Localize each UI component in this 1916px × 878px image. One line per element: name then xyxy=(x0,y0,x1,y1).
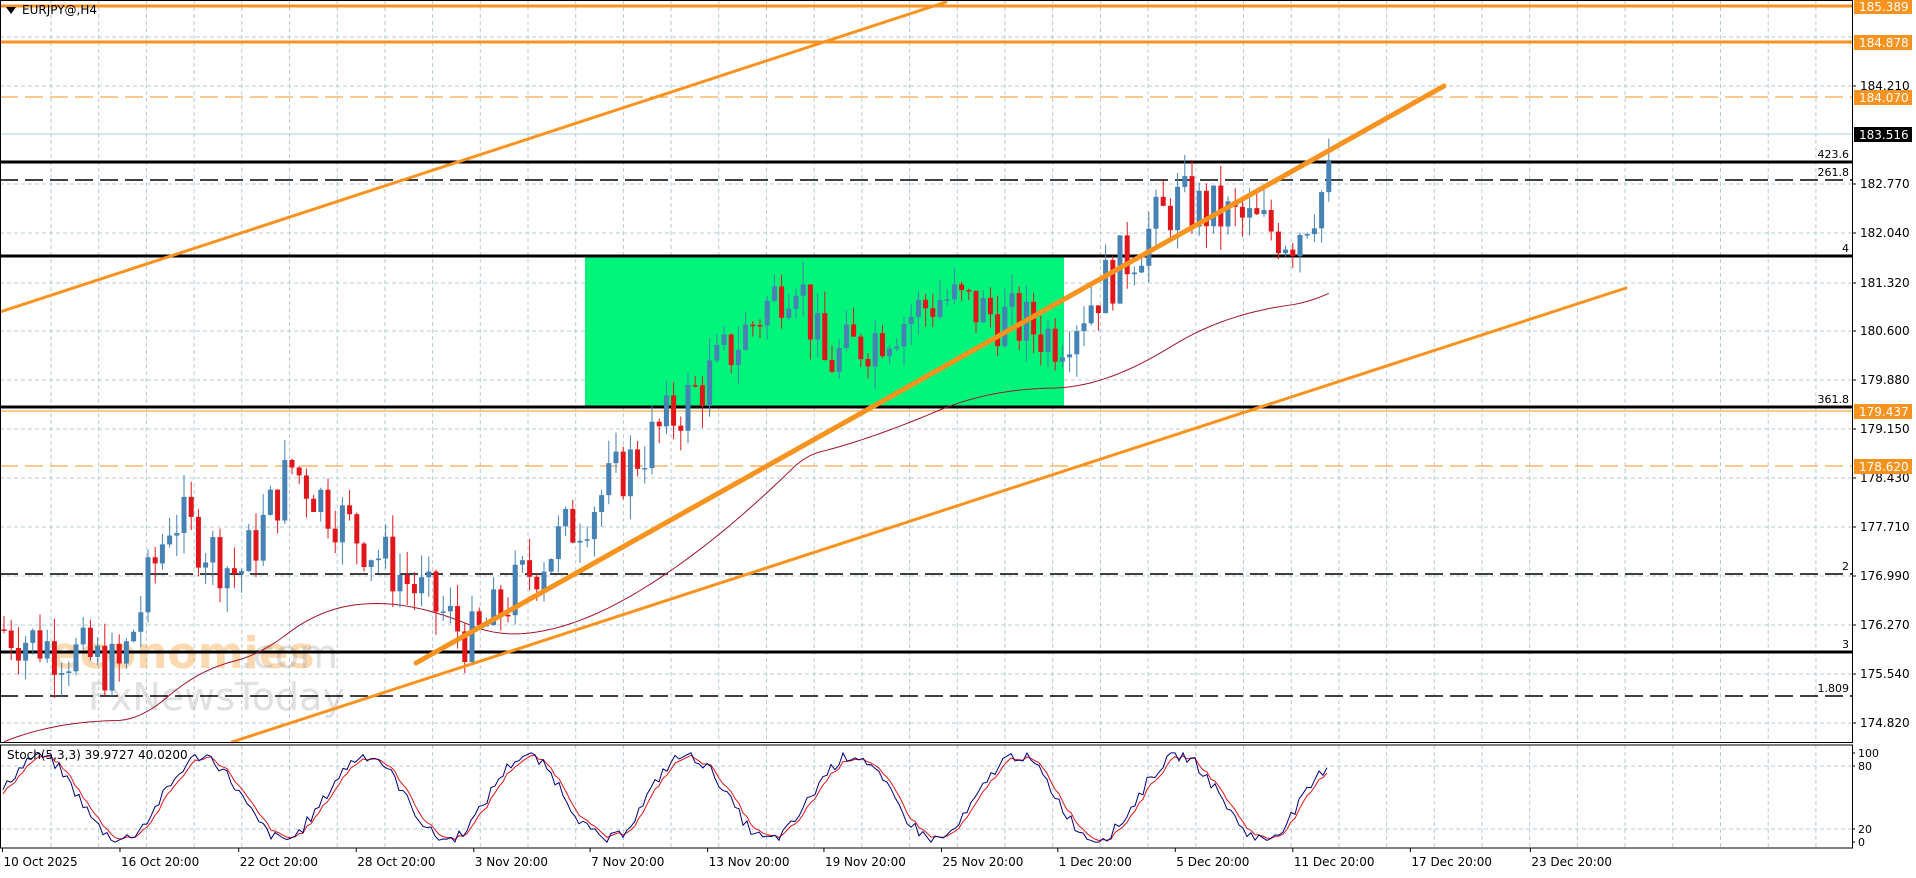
price-tag-label: 179.437 xyxy=(1859,405,1909,419)
level-label: 261.8 xyxy=(1818,166,1850,179)
time-tick: 11 Dec 20:00 xyxy=(1294,855,1375,869)
time-tick: 23 Dec 20:00 xyxy=(1531,855,1612,869)
grid xyxy=(0,0,1852,848)
level-label: 2 xyxy=(1842,560,1849,573)
price-tag xyxy=(1854,35,1912,50)
price-tick: 179.150 xyxy=(1860,422,1910,436)
price-tick: 176.990 xyxy=(1860,569,1910,583)
price-tag-label: 178.620 xyxy=(1859,460,1909,474)
price-tag-label: 184.070 xyxy=(1859,91,1909,105)
price-tag xyxy=(1854,0,1912,14)
svg-text:FxNewsToday: FxNewsToday xyxy=(88,675,345,719)
lower-channel-line[interactable] xyxy=(230,286,1628,744)
time-tick: 3 Nov 20:00 xyxy=(475,855,548,869)
moving-average xyxy=(3,292,1329,743)
price-tag xyxy=(1854,127,1912,142)
price-tick: 177.710 xyxy=(1860,520,1910,534)
price-tick: 175.540 xyxy=(1860,667,1910,681)
time-tick: 7 Nov 20:00 xyxy=(591,855,664,869)
price-tick: 181.320 xyxy=(1860,276,1910,290)
time-axis[interactable]: 10 Oct 2025 16 Oct 20:00 22 Oct 20:00 28 Oc… xyxy=(1,848,1612,869)
stoch-level: 80 xyxy=(1858,760,1872,773)
price-tag-label: 185.389 xyxy=(1859,0,1909,14)
symbol-label[interactable]: EURJPY@,H4 xyxy=(6,3,97,17)
price-tag-label: 183.516 xyxy=(1859,128,1909,142)
price-tag xyxy=(1854,404,1912,419)
candlesticks xyxy=(1,138,1332,698)
price-tick: 178.430 xyxy=(1860,471,1910,485)
price-tick: 184.210 xyxy=(1860,79,1910,93)
level-label: 1.809 xyxy=(1818,682,1850,695)
time-tick: 17 Dec 20:00 xyxy=(1411,855,1492,869)
stoch-level: 100 xyxy=(1858,747,1879,760)
price-tick: 174.820 xyxy=(1860,716,1910,730)
price-tick: 180.600 xyxy=(1860,324,1910,338)
price-axis[interactable]: 184.210 182.770 182.040 181.320 180.600 179.8… xyxy=(1852,0,1912,730)
price-tick: 179.880 xyxy=(1860,373,1910,387)
level-label: 361.8 xyxy=(1818,393,1850,406)
stoch-level: 0 xyxy=(1858,836,1865,849)
stochastic-label: Stoch(5,3,3) 39.9727 40.0200 xyxy=(7,748,188,762)
time-tick: 10 Oct 2025 xyxy=(3,855,77,869)
stoch-level: 20 xyxy=(1858,823,1872,836)
symbol-title: EURJPY@,H4 xyxy=(22,3,98,17)
pane-frames xyxy=(0,0,1853,849)
rising-support-line[interactable] xyxy=(413,83,1447,666)
price-tick: 176.270 xyxy=(1860,618,1910,632)
dropdown-triangle-icon[interactable] xyxy=(6,6,16,14)
level-label: 423.6 xyxy=(1818,148,1850,161)
time-tick: 1 Dec 20:00 xyxy=(1059,855,1132,869)
price-tag-label: 184.878 xyxy=(1859,36,1909,50)
time-tick: 25 Nov 20:00 xyxy=(942,855,1023,869)
trendlines[interactable] xyxy=(0,0,1628,744)
price-tag xyxy=(1854,459,1912,474)
svg-text:.com: .com xyxy=(240,632,338,678)
level-label: 3 xyxy=(1842,638,1849,651)
time-tick: 5 Dec 20:00 xyxy=(1176,855,1249,869)
level-label: 4 xyxy=(1842,242,1849,255)
price-tick: 182.040 xyxy=(1860,226,1910,240)
price-tag xyxy=(1854,90,1912,105)
time-tick: 28 Oct 20:00 xyxy=(357,855,435,869)
horizontal-levels[interactable]: 423.6 261.8 4 361.8 2 3 1.809 xyxy=(0,4,1852,697)
price-tick: 182.770 xyxy=(1860,177,1910,191)
time-tick: 13 Nov 20:00 xyxy=(709,855,790,869)
time-tick: 22 Oct 20:00 xyxy=(240,855,318,869)
time-tick: 16 Oct 20:00 xyxy=(121,855,199,869)
time-tick: 19 Nov 20:00 xyxy=(825,855,906,869)
upper-channel-line[interactable] xyxy=(0,0,948,314)
